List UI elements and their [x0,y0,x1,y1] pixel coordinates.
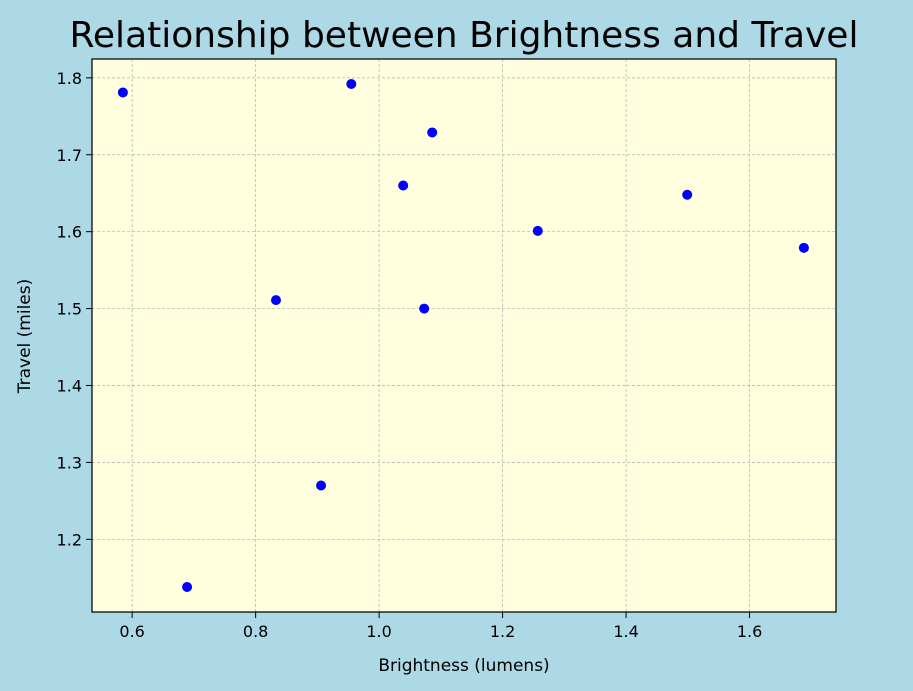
data-point [532,225,543,236]
x-tick-label: 1.0 [366,622,391,641]
x-tick-label: 0.6 [119,622,144,641]
y-tick-label: 1.3 [57,453,82,472]
y-tick-label: 1.6 [57,223,82,242]
x-tick-label: 1.2 [490,622,515,641]
data-point [398,180,409,191]
axis-ticks: 0.6 0.8 1.0 1.2 1.4 1.6 1.2 1.3 1.4 1.5 1.6 1.7 1.8 [57,69,763,641]
y-tick-label: 1.8 [57,69,82,88]
data-point [798,242,809,253]
data-point [682,189,693,200]
y-tick-label: 1.4 [57,376,82,395]
data-point [427,127,438,138]
x-axis-label: Brightness (lumens) [378,656,549,676]
y-tick-label: 1.5 [57,300,82,319]
x-tick-label: 0.8 [243,622,268,641]
plot-frame [91,58,837,613]
y-tick-label: 1.2 [57,530,82,549]
data-point [182,582,193,593]
x-tick-label: 1.4 [613,622,638,641]
chart-title: Relationship between Brightness and Trav… [70,15,859,56]
data-point [117,87,128,98]
y-axis-label: Travel (miles) [15,279,35,395]
data-points [117,78,809,593]
data-point [316,480,327,491]
x-tick-label: 1.6 [737,622,762,641]
data-point [419,303,430,314]
y-tick-label: 1.7 [57,146,82,165]
grid-lines [92,59,836,612]
plot-area [92,59,836,612]
data-point [346,78,357,89]
data-point [270,295,281,306]
